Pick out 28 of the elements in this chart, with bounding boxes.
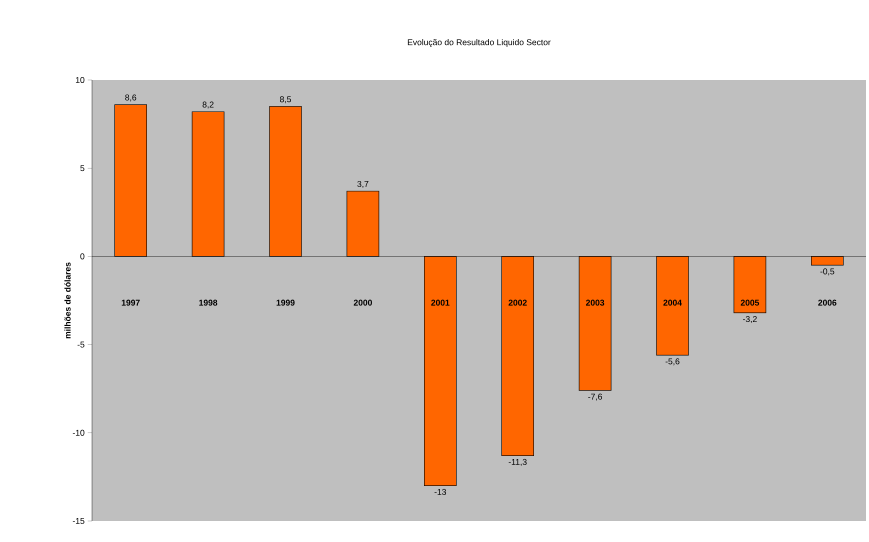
- x-tick-label: 2003: [586, 300, 604, 306]
- y-axis-title: milhões de dólares: [64, 262, 71, 338]
- data-label: 3,7: [357, 180, 368, 188]
- chart-title: Evolução do Resultado Liquido Sector: [408, 39, 551, 47]
- x-tick-label: 1998: [199, 300, 218, 306]
- data-label: -7,6: [588, 394, 602, 401]
- data-label: -3,2: [742, 316, 757, 324]
- data-label: -13: [434, 488, 446, 495]
- x-tick-label: 1997: [122, 300, 140, 306]
- x-tick-label: 1999: [276, 300, 295, 306]
- y-tick-label: 0: [80, 253, 84, 260]
- data-label: -5,6: [666, 358, 680, 366]
- y-tick-label: -10: [72, 430, 84, 436]
- x-tick-label: 2002: [508, 300, 527, 306]
- data-label: -11,3: [508, 458, 527, 466]
- data-label: -0,5: [820, 268, 834, 276]
- data-label: 8,6: [125, 94, 136, 102]
- y-tick-label: -15: [72, 518, 84, 524]
- x-tick-label: 2005: [740, 300, 760, 306]
- y-tick-label: -5: [78, 342, 84, 348]
- x-tick-label: 2004: [663, 300, 682, 306]
- x-tick-label: 2006: [818, 300, 836, 306]
- x-tick-label: 2001: [431, 300, 450, 306]
- data-label: 8,5: [280, 96, 292, 104]
- x-tick-label: 2000: [354, 300, 372, 306]
- y-tick-label: 5: [80, 165, 84, 172]
- data-label: 8,2: [202, 102, 214, 109]
- y-tick-label: 10: [76, 77, 84, 83]
